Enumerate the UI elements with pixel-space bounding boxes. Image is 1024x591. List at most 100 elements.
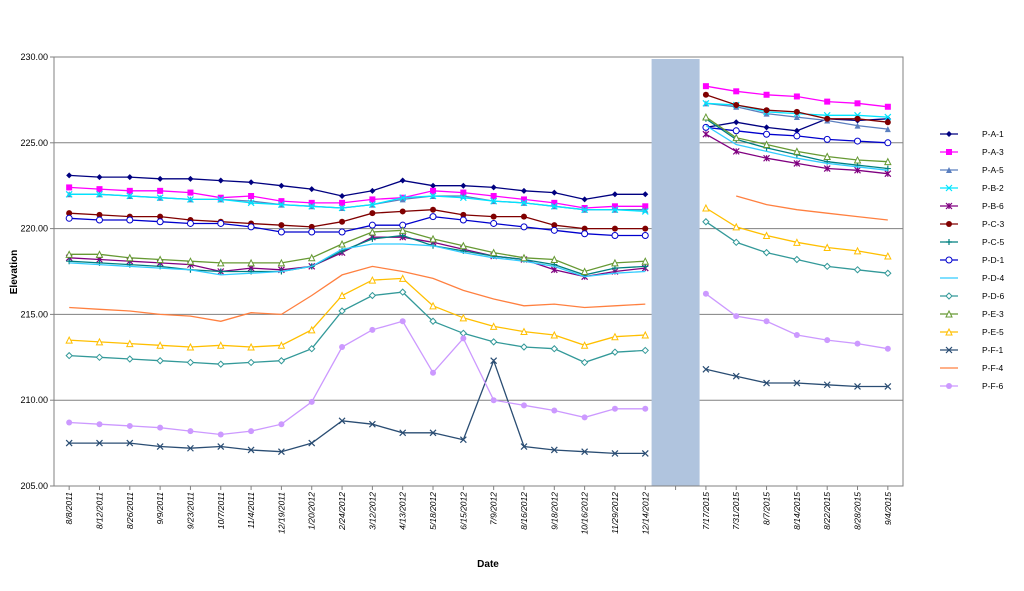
data-point [611,258,619,267]
legend-entry-p-d-6: P-D-6 [940,291,1004,301]
data-point [793,147,801,155]
data-point [368,227,377,236]
series-p-f-1 [65,357,892,457]
data-point [399,177,406,184]
y-axis-ticks: 205.00 210.00 215.00 220.00 225.00 230.00 [20,52,54,491]
x-tick-label: 8/14/2015 [792,492,802,530]
series-p-e-5 [65,203,892,351]
series-line [69,215,646,237]
data-point [763,124,770,131]
data-point [732,222,741,231]
legend-label: P-A-3 [982,147,1004,157]
x-tick-label: 8/26/2011 [125,492,135,529]
data-point [96,186,103,193]
data-point [247,358,255,367]
legend-marker [945,256,953,264]
data-point [65,439,73,447]
data-point [853,246,862,255]
data-point [520,199,528,207]
data-point [762,140,771,149]
data-point [732,372,740,380]
legend-label: P-F-6 [982,381,1004,391]
data-point [853,155,862,164]
data-point [277,341,286,349]
legend-label: P-E-3 [982,309,1004,319]
data-point [642,405,649,412]
data-point [430,206,437,213]
data-point [338,228,346,236]
data-point [824,98,831,105]
legend-marker [945,327,953,336]
data-point [399,429,407,437]
data-point [520,187,527,194]
data-point [793,114,800,121]
legend-marker [945,309,953,318]
x-tick-label: 2/24/2012 [337,492,347,531]
data-point [429,301,437,310]
data-point [641,449,649,457]
data-point [248,179,255,186]
data-point [126,216,134,224]
data-point [247,446,255,454]
data-point [157,213,164,220]
data-point [520,443,528,450]
data-point [884,119,891,126]
data-point [550,266,558,274]
legend-marker [946,383,952,389]
data-point [854,383,861,390]
data-point [125,339,134,348]
data-point [823,243,832,251]
data-point [854,100,861,107]
data-point [793,93,800,100]
data-point [156,218,164,226]
data-point [641,208,649,215]
data-point [430,369,437,376]
data-point [641,231,649,239]
data-point [156,443,164,450]
data-point [338,204,346,212]
legend-label: P-A-1 [982,129,1004,139]
data-point [368,201,376,209]
data-point [65,250,73,258]
data-point [550,345,559,353]
data-point [823,381,831,389]
data-point [156,255,164,263]
data-point [520,343,528,351]
data-point [277,258,286,267]
x-tick-label: 8/22/2015 [822,492,832,530]
data-point [581,448,589,456]
x-axis-label: Date [477,559,499,570]
series-line [69,265,646,322]
data-point [430,187,437,194]
data-point [398,274,407,282]
data-point [96,211,103,218]
data-point [399,208,406,215]
data-point [277,228,285,236]
data-point [338,307,346,315]
data-point [642,225,649,232]
data-point [308,202,316,210]
data-point [884,103,891,110]
data-point [65,351,73,360]
data-point [793,108,800,115]
data-point [823,165,831,172]
data-point [399,194,407,202]
data-point [611,405,618,412]
data-point [217,219,225,227]
data-point [368,291,377,300]
data-point [520,253,528,262]
series-line [69,193,646,213]
data-point [369,326,376,333]
data-point [66,210,73,217]
data-point [490,197,498,205]
y-tick-label: 210.00 [20,395,48,405]
data-point [156,357,164,365]
data-point [248,428,255,435]
data-point [339,218,346,225]
legend-label: P-B-6 [982,201,1004,211]
data-point [247,258,255,267]
data-point [277,448,285,456]
legend-marker [945,202,953,210]
x-tick-label: 11/29/2012 [610,492,620,534]
data-point [702,130,710,138]
